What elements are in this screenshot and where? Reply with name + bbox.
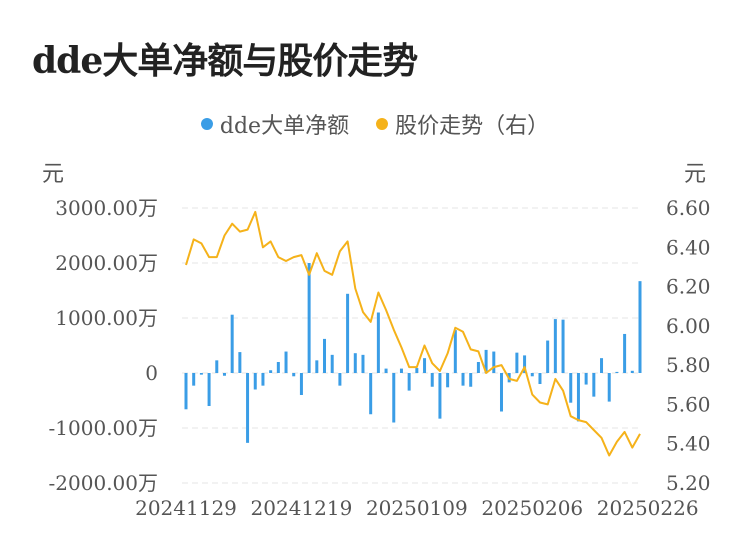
x-tick-label: 20241219 [251,496,353,520]
dde-bar [615,371,619,373]
right-tick-label: 5.20 [666,471,711,495]
dde-bar [384,368,388,373]
left-axis-unit: 元 [42,162,65,187]
dde-bar [399,368,403,373]
dde-bar [338,373,342,386]
dde-bar [238,352,242,373]
dde-bar [199,373,203,375]
legend-label-dde: dde大单净额 [219,114,350,139]
dde-bar [192,373,196,386]
dde-bar [553,319,557,373]
dde-bar [461,373,465,386]
dde-bar [607,373,611,402]
price-line [185,210,641,457]
legend-item-price[interactable]: 股价走势（右） [376,108,549,140]
left-tick-label: 1000.00万 [55,306,158,330]
dde-bar [215,360,219,373]
right-axis-unit: 元 [684,162,707,187]
right-tick-label: 5.40 [666,432,711,456]
left-tick-label: -1000.00万 [49,416,158,440]
dde-bar [523,355,527,373]
dde-bar [392,373,396,423]
dde-bar [592,373,596,397]
right-tick-label: 6.00 [666,314,711,338]
dde-bar [515,352,519,373]
dde-bar [638,281,642,373]
dde-bar [261,373,265,386]
page-title: dde大单净额与股价走势 [32,40,418,82]
right-tick-label: 6.60 [666,196,711,220]
dde-bar [346,293,350,373]
dde-bar [430,373,434,387]
legend-dot-price-icon [376,118,389,130]
left-tick-label: 2000.00万 [55,251,158,275]
x-tick-label: 20250206 [481,496,583,520]
dde-bar [284,351,288,373]
x-tick-label: 20241129 [135,496,237,520]
dde-bar [230,314,234,373]
dde-bar [630,370,634,373]
dde-bar [423,358,427,373]
dde-bar [376,312,380,373]
dde-bar [207,373,211,406]
dde-bar [576,373,580,422]
dde-bar [222,373,226,376]
x-tick-label: 20250226 [597,496,699,520]
dde-bar [546,340,550,373]
dde-bar [330,354,334,373]
dde-bar [623,333,627,373]
legend-dot-dde-icon [200,118,213,130]
dde-bar [299,373,303,395]
dde-bar [353,353,357,373]
dde-bar [446,373,450,388]
dde-bar [276,362,280,373]
dde-bar [269,370,273,373]
x-tick-label: 20250109 [366,496,468,520]
legend-item-dde[interactable]: dde大单净额 [200,108,350,140]
dde-bar [369,373,373,415]
dde-bar [476,362,480,373]
dde-bar [492,351,496,373]
right-tick-label: 5.80 [666,353,711,377]
dde-bar [538,373,542,384]
dde-bar [361,354,365,373]
right-tick-label: 6.20 [666,275,711,299]
dde-bar [253,373,257,390]
dde-bar [184,373,188,410]
dde-bar [569,373,573,403]
dde-bar [453,330,457,373]
legend-label-price: 股价走势（右） [395,114,550,139]
right-tick-label: 6.40 [666,235,711,259]
dde-bar [499,373,503,412]
left-tick-label: 3000.00万 [55,196,158,220]
dde-bar [315,360,319,373]
legend: dde大单净额 股价走势（右） [0,108,750,140]
dde-bar [415,368,419,373]
left-tick-label: -2000.00万 [49,471,158,495]
dde-bar [469,373,473,387]
dde-bar [561,319,565,373]
dde-bar [307,263,311,373]
right-tick-label: 5.60 [666,392,711,416]
dde-bar [246,373,250,443]
dde-bar [584,373,588,385]
dde-bar [407,373,411,391]
dde-bar [600,358,604,373]
dde-bar [484,349,488,373]
dde-bar [323,338,327,373]
dde-bar [438,373,442,419]
left-tick-label: 0 [145,361,158,385]
dde-bar [530,373,534,377]
dde-bar [292,373,296,377]
